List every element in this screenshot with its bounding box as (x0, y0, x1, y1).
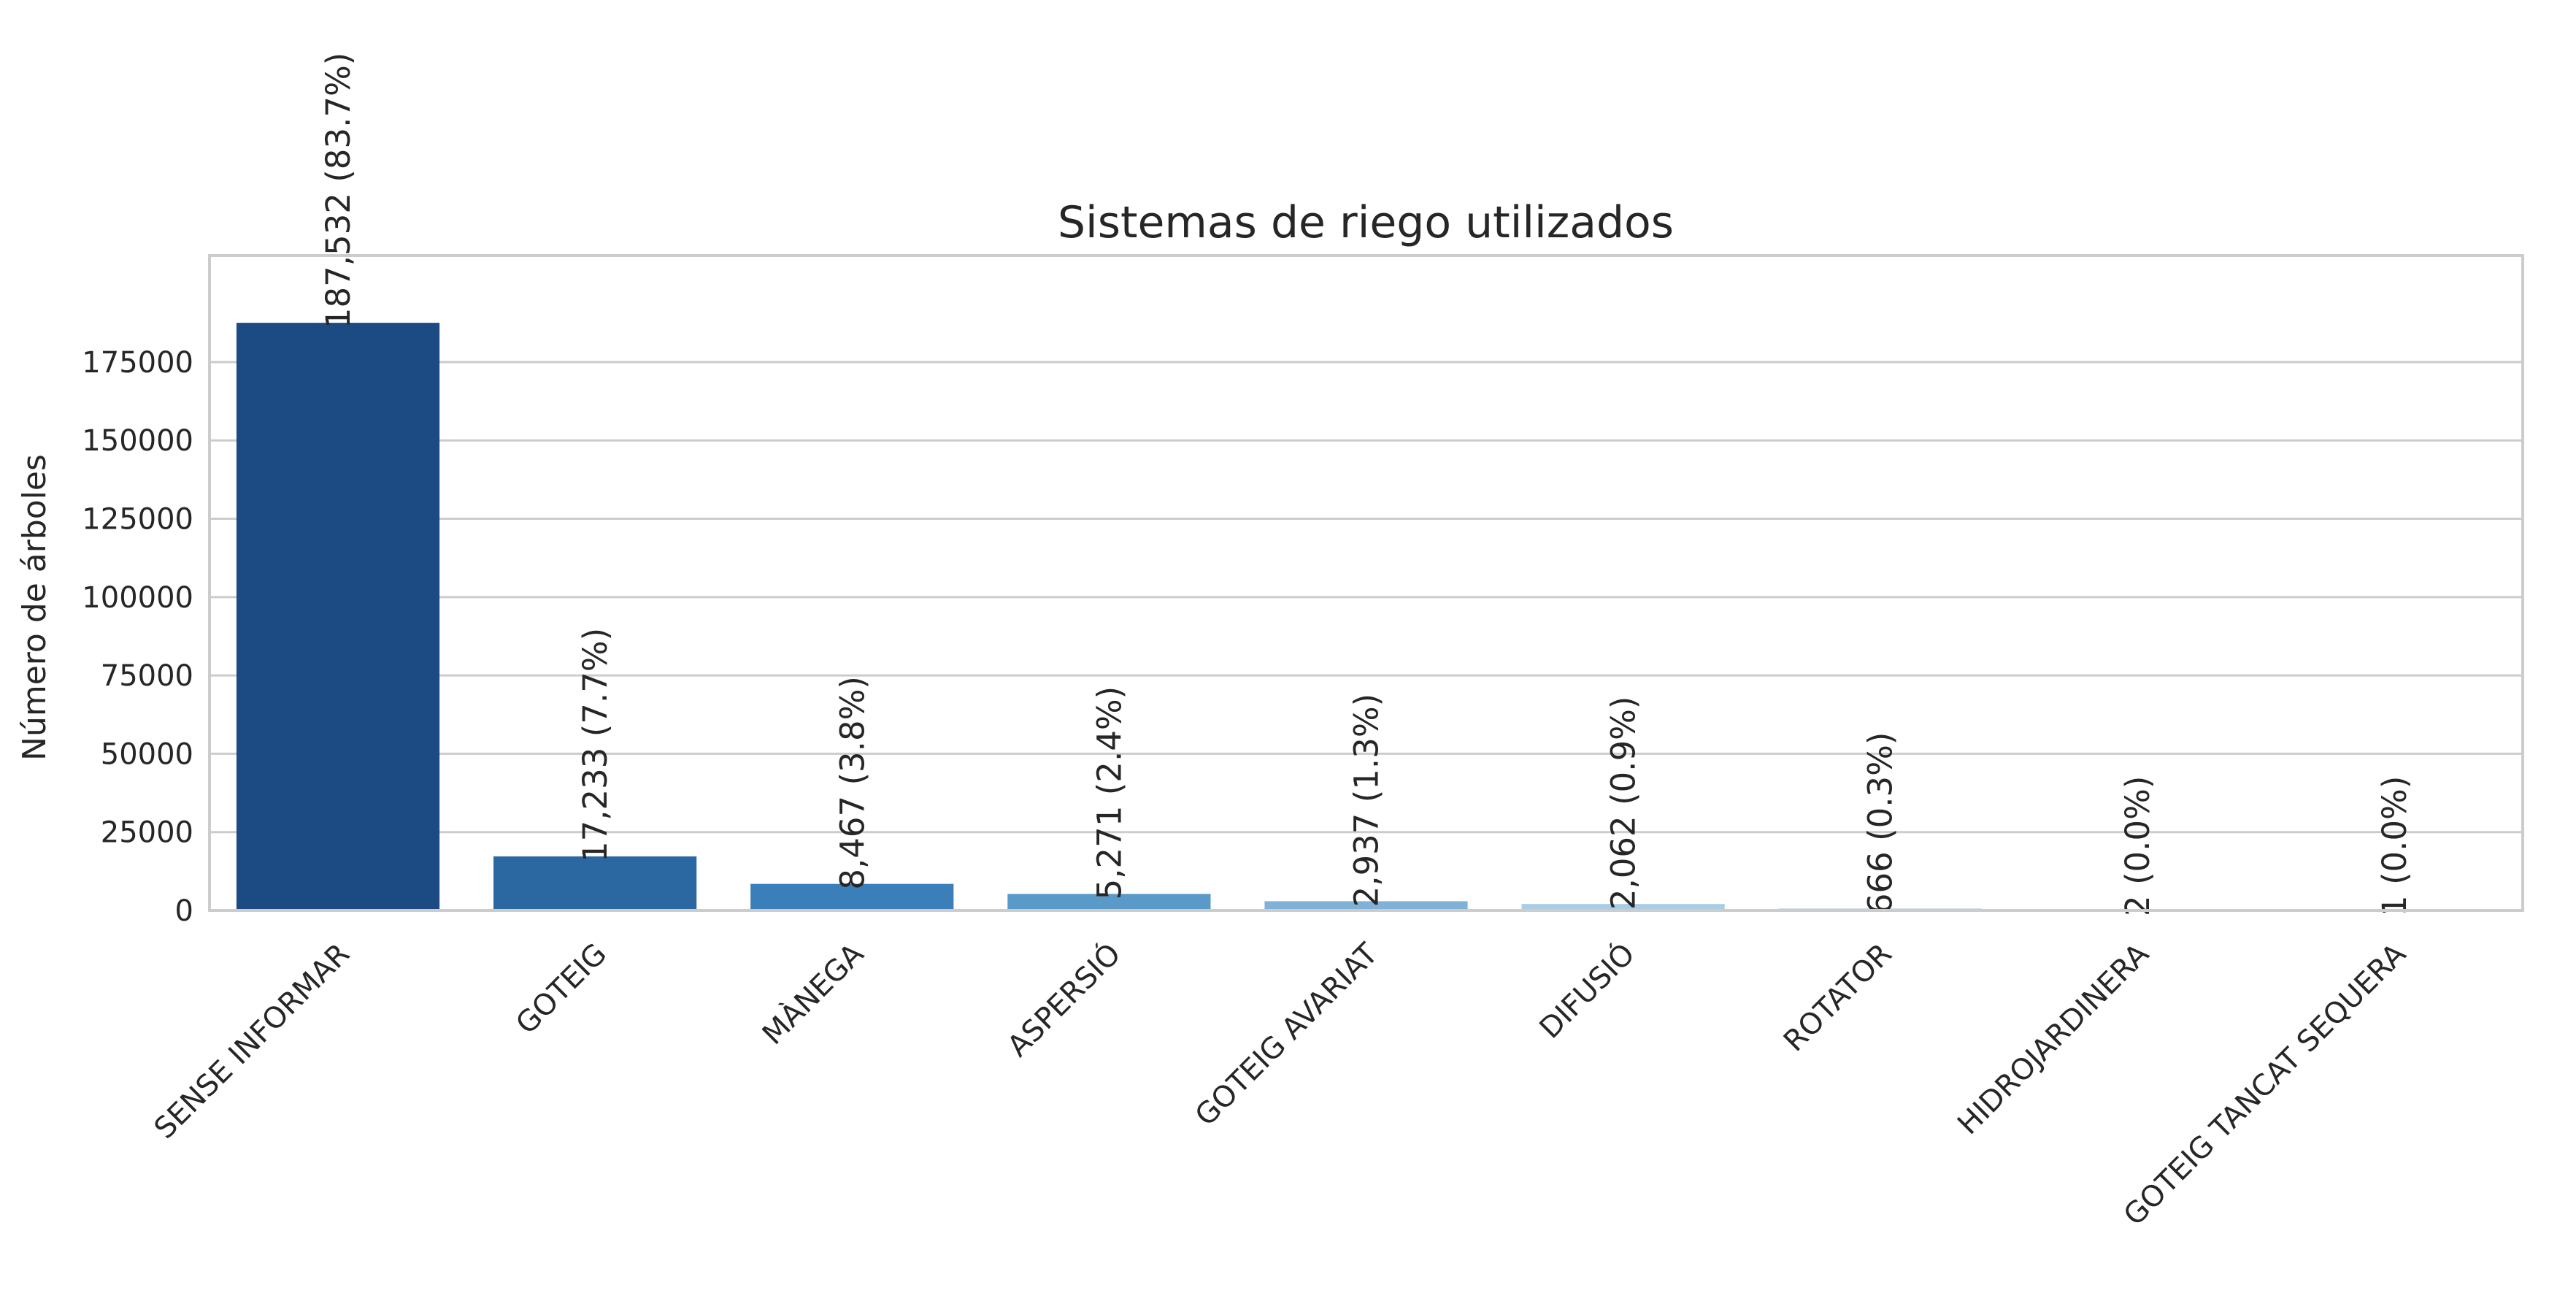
gridlines (209, 361, 2523, 912)
x-tick-labels: SENSE INFORMAR GOTEIG MÀNEGA ASPERSIÓ GOTEIG… (148, 936, 2413, 1232)
bar (1264, 901, 1468, 910)
bars (236, 323, 2496, 910)
bar (1007, 894, 1211, 910)
data-label: 2,937 (1.3%) (1347, 694, 1386, 908)
y-tick-label: 25000 (101, 816, 193, 850)
bar (750, 883, 954, 910)
x-tick-label: HIDROJARDINERA (1951, 937, 2156, 1141)
y-tick-label: 75000 (101, 659, 193, 693)
y-tick-label: 175000 (82, 346, 193, 380)
bar (493, 856, 697, 910)
data-label: 8,467 (3.8%) (833, 676, 872, 890)
x-tick-label: GOTEIG (510, 937, 613, 1041)
data-label: 1 (0.0%) (2375, 776, 2414, 916)
x-tick-label: GOTEIG AVARIAT (1189, 937, 1385, 1132)
plot-frame (208, 254, 2524, 912)
y-tick-label: 100000 (82, 581, 193, 615)
y-tick-label: 0 (175, 894, 193, 928)
y-tick-labels: 0 25000 50000 75000 100000 125000 150000 175000 (82, 346, 193, 928)
x-tick-label: MÀNEGA (755, 936, 870, 1051)
x-tick-label: ASPERSIÓ (1000, 936, 1127, 1063)
x-tick-label: GOTEIG TANCAT SEQUERA (2118, 937, 2413, 1232)
chart-title: Sistemas de riego utilizados (1058, 197, 1674, 248)
x-tick-label: DIFUSIÓ (1532, 936, 1642, 1045)
x-tick-label: ROTATOR (1777, 937, 1899, 1059)
x-tick-label: SENSE INFORMAR (148, 937, 356, 1146)
y-tick-label: 50000 (101, 737, 193, 771)
bar (1521, 904, 1725, 910)
bar (236, 323, 440, 910)
data-label: 2 (0.0%) (2118, 776, 2157, 916)
data-label: 17,233 (7.7%) (576, 628, 615, 862)
data-label: 5,271 (2.4%) (1090, 686, 1129, 900)
data-labels: 187,532 (83.7%) 17,233 (7.7%) 8,467 (3.8%)… (319, 53, 2414, 916)
y-axis-label: Número de árboles (16, 454, 53, 761)
data-label: 187,532 (83.7%) (319, 53, 358, 329)
data-label: 666 (0.3%) (1861, 732, 1900, 915)
y-tick-label: 150000 (82, 424, 193, 458)
y-tick-label: 125000 (82, 503, 193, 537)
data-label: 2,062 (0.9%) (1604, 697, 1643, 910)
